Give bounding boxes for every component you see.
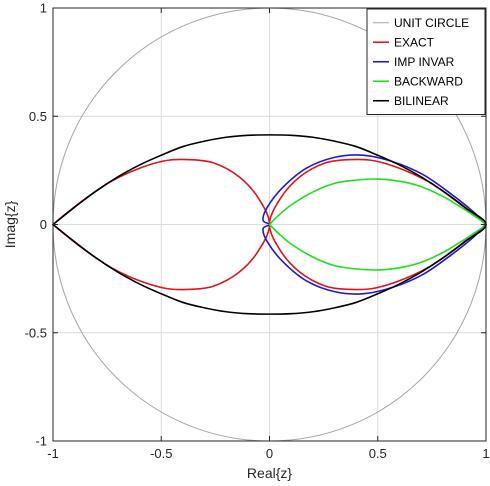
- legend-label-imp-invar: IMP INVAR: [394, 55, 455, 69]
- axis-ticks: -1 -0.5 0 0.5 1 1 0.5 0 -0.5 -1: [25, 1, 490, 462]
- legend-label-exact: EXACT: [394, 35, 435, 49]
- x-tick-label-0: -1: [47, 446, 59, 461]
- y-tick-label-0: 1: [40, 1, 47, 16]
- y-axis-title: Imag{z}: [2, 200, 18, 248]
- x-tick-label-4: 1: [482, 446, 489, 461]
- x-axis-title: Real{z}: [247, 465, 292, 481]
- legend-label-bilinear: BILINEAR: [394, 94, 449, 108]
- x-tick-label-3: 0.5: [369, 446, 387, 461]
- legend-label-unit-circle: UNIT CIRCLE: [394, 16, 469, 30]
- y-tick-label-1: 0.5: [29, 109, 47, 124]
- x-tick-label-1: -0.5: [150, 446, 172, 461]
- y-tick-label-2: 0: [40, 217, 47, 232]
- y-tick-label-4: -1: [35, 434, 47, 449]
- y-tick-label-3: -0.5: [25, 325, 47, 340]
- legend-label-backward: BACKWARD: [394, 74, 463, 88]
- x-tick-label-2: 0: [266, 446, 273, 461]
- legend: UNIT CIRCLE EXACT IMP INVAR BACKWARD BILINEA…: [366, 8, 486, 115]
